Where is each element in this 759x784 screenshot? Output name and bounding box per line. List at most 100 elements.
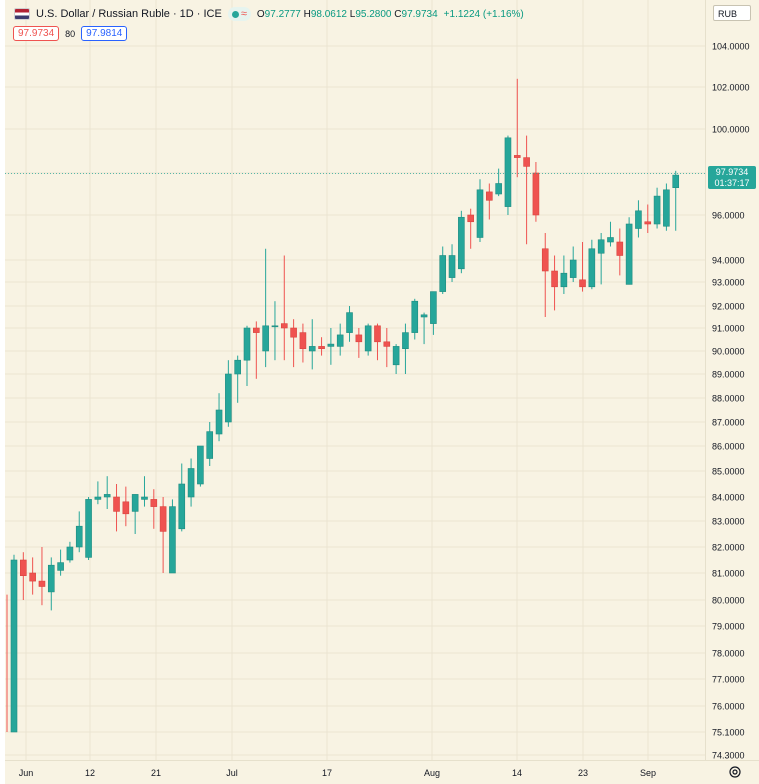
candle-body (85, 499, 92, 558)
price-tick-label: 85.0000 (712, 467, 745, 477)
buy-button[interactable]: 97.9814 (81, 26, 128, 41)
candle-body (327, 343, 335, 347)
candle-body (383, 341, 391, 347)
time-tick-label: Sep (640, 768, 656, 778)
price-tick-label: 75.1000 (712, 728, 745, 738)
low-value: 95.2800 (355, 8, 392, 20)
candle-body (141, 496, 148, 500)
candle-body (402, 332, 409, 350)
price-tick-label: 87.0000 (712, 418, 745, 428)
price-tick-label: 76.0000 (712, 702, 745, 712)
open-label: O (256, 8, 265, 20)
candle-body (495, 183, 502, 195)
price-tick-label: 104.0000 (712, 42, 750, 52)
symbol-title[interactable]: U.S. Dollar / Russian Ruble · 1D · ICE (36, 8, 222, 20)
price-tick-label: 84.0000 (712, 493, 745, 503)
price-tick-label: 83.0000 (712, 517, 745, 527)
price-tick-label: 100.0000 (712, 125, 750, 135)
price-tick-label: 92.0000 (712, 302, 745, 312)
candle-body (625, 223, 633, 285)
price-tick-label: 91.0000 (712, 324, 745, 334)
candle-body (299, 332, 307, 350)
candle-body (243, 327, 251, 361)
market-status-pill[interactable]: ≈ (227, 7, 251, 21)
candle-body (178, 483, 186, 530)
candle-body (122, 501, 130, 515)
candle-body (253, 327, 260, 333)
candle-body (374, 325, 381, 343)
price-tick-label: 80.0000 (712, 596, 745, 606)
candle-body (430, 291, 437, 324)
candle-body (38, 580, 46, 587)
candle-body (579, 279, 586, 288)
candle-body (225, 373, 232, 423)
candle-body (607, 237, 614, 243)
candle-body (75, 525, 83, 548)
time-tick-label: 17 (322, 768, 332, 778)
currency-select[interactable]: RUB (713, 5, 751, 21)
price-tick-label: 93.0000 (712, 278, 745, 288)
price-tick-label: 90.0000 (712, 347, 745, 357)
candle-body (290, 327, 297, 338)
price-tick-label: 96.0000 (712, 211, 745, 221)
last-price-value: 97.9734 (715, 167, 749, 177)
symbol-legend: U.S. Dollar / Russian Ruble · 1D · ICE ≈… (14, 6, 524, 22)
price-tick-label: 102.0000 (712, 83, 750, 93)
wave-icon: ≈ (240, 7, 247, 20)
candle-body (486, 191, 493, 201)
price-axis[interactable] (705, 0, 759, 760)
chart-plot-area[interactable] (5, 0, 705, 760)
candle-body (541, 248, 549, 272)
candle-body (150, 499, 158, 507)
candle-body (280, 323, 288, 329)
candle-body (187, 468, 195, 498)
candle-body (672, 174, 680, 189)
sell-button[interactable]: 97.9734 (13, 26, 60, 41)
candle-body (308, 346, 316, 352)
candle-body (355, 334, 363, 343)
candle-body (169, 506, 176, 574)
candle-body (234, 359, 241, 375)
ohlc-values: O97.2777 H98.0612 L95.2800 C97.9734 (257, 9, 438, 20)
market-open-icon (231, 10, 239, 18)
price-tick-label: 82.0000 (712, 543, 745, 553)
time-tick-label: Jul (226, 768, 238, 778)
candle-body (215, 409, 223, 435)
time-tick-label: Jun (19, 768, 34, 778)
candle-body (364, 325, 372, 352)
close-value: 97.9734 (401, 8, 438, 20)
candle-body (663, 189, 670, 227)
time-axis[interactable] (5, 760, 759, 784)
candle-body (653, 195, 661, 225)
price-tick-label: 89.0000 (712, 370, 745, 380)
price-tick-label: 74.3000 (712, 751, 745, 761)
candle-body (47, 564, 55, 593)
candle-body (551, 270, 558, 288)
candle-body (420, 314, 428, 318)
candle-body (513, 155, 521, 158)
us-flag-icon (14, 8, 30, 20)
candle-body (597, 239, 605, 254)
candle-body (103, 494, 111, 498)
candle-body (159, 506, 167, 532)
candle-body (504, 137, 512, 207)
price-tick-label: 88.0000 (712, 394, 745, 404)
candle-body (318, 346, 325, 349)
price-tick-label: 94.0000 (712, 256, 745, 266)
candle-body (131, 494, 139, 512)
price-tick-label: 78.0000 (712, 649, 745, 659)
price-tick-label: 77.0000 (712, 675, 745, 685)
price-tick-label: 86.0000 (712, 442, 745, 452)
candle-body (392, 346, 400, 366)
change-value: +1.1224 (+1.16%) (443, 8, 524, 20)
high-value: 98.0612 (310, 8, 347, 20)
low-label: L (349, 8, 356, 20)
settings-icon[interactable] (728, 765, 742, 779)
candle-body (644, 221, 652, 225)
time-tick-label: 23 (578, 768, 588, 778)
candle-body (197, 445, 204, 485)
time-tick-label: 14 (512, 768, 522, 778)
candle-body (476, 189, 484, 238)
